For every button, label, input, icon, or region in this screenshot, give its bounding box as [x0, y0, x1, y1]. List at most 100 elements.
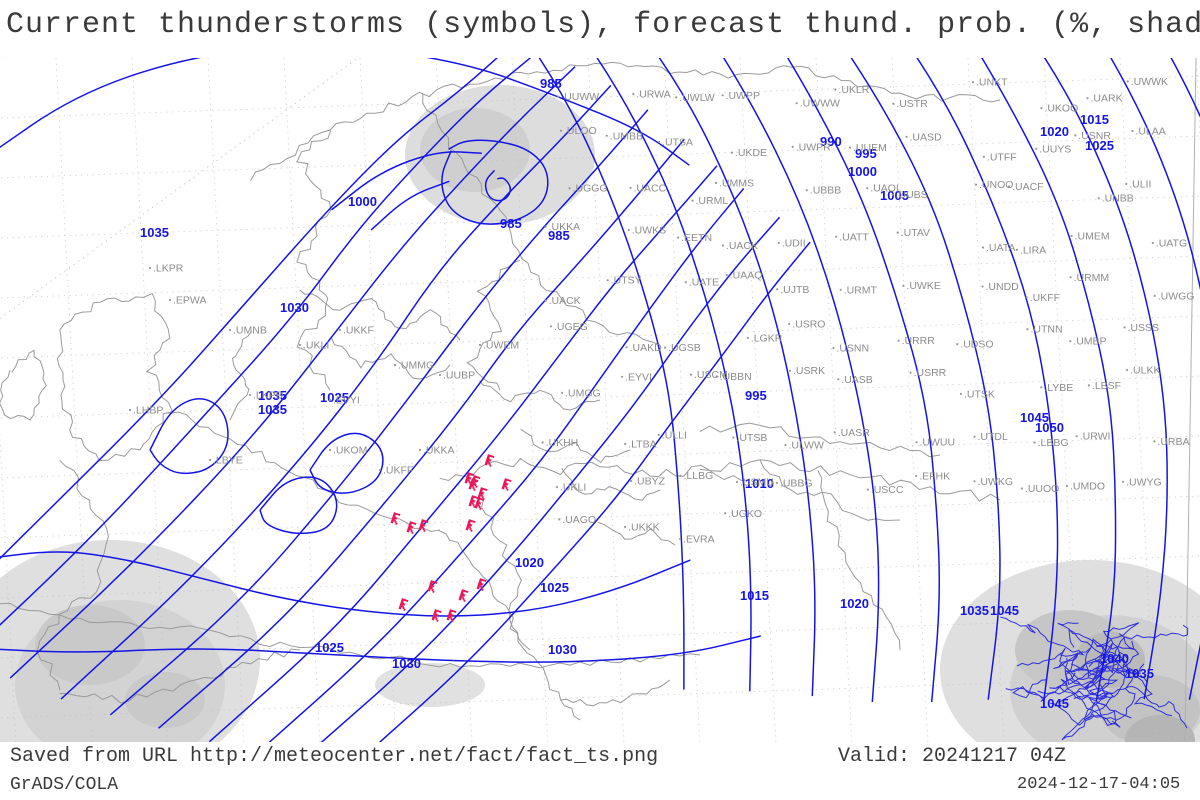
svg-text:.UARK: .UARK — [1091, 93, 1123, 105]
svg-text:.UKKA: .UKKA — [549, 221, 581, 233]
svg-text:1040: 1040 — [1100, 651, 1129, 666]
svg-text:.UWEM: .UWEM — [483, 340, 519, 352]
svg-text:.UACC: .UACC — [634, 182, 667, 194]
svg-text:.UATA: .UATA — [986, 242, 1015, 254]
svg-text:.ULKK: .ULKK — [1130, 365, 1160, 377]
svg-text:.UMEM: .UMEM — [1075, 231, 1110, 243]
svg-text:1000: 1000 — [348, 194, 377, 209]
svg-text:.EPWA: .EPWA — [173, 295, 206, 307]
svg-text:1035: 1035 — [140, 225, 169, 240]
svg-text:.UNKT: .UNKT — [976, 77, 1008, 89]
svg-text:.UKFF: .UKFF — [1030, 292, 1060, 304]
svg-text:.UDII: .UDII — [782, 238, 806, 250]
svg-text:.USRK: .USRK — [793, 365, 825, 377]
svg-text:.USRR: .USRR — [914, 367, 947, 379]
svg-text:1015: 1015 — [740, 588, 769, 603]
svg-text:.UMGG: .UMGG — [565, 387, 601, 399]
svg-text:.UGGG: .UGGG — [573, 183, 608, 195]
svg-text:.USRO: .USRO — [792, 318, 825, 330]
svg-text:.URML: .URML — [696, 195, 729, 207]
svg-text:.UMMG: .UMMG — [398, 360, 434, 372]
svg-text:.UKOM: .UKOM — [333, 445, 367, 457]
svg-text:.UUWW: .UUWW — [561, 91, 599, 103]
svg-text:.LHBP: .LHBP — [133, 405, 163, 417]
svg-text:.UKDE: .UKDE — [735, 147, 767, 159]
svg-text:1030: 1030 — [280, 300, 309, 315]
svg-text:.ULWW: .ULWW — [789, 440, 824, 452]
svg-text:.UKHH: .UKHH — [546, 437, 579, 449]
svg-text:.UKKF: .UKKF — [343, 325, 374, 337]
svg-text:.UKLR: .UKLR — [838, 84, 869, 96]
svg-text:.UASB: .UASB — [841, 374, 873, 386]
svg-text:.UWKG: .UWKG — [978, 476, 1014, 488]
svg-text:1020: 1020 — [515, 555, 544, 570]
svg-text:.EETN: .EETN — [681, 232, 712, 244]
svg-text:.ULOO: .ULOO — [564, 125, 597, 137]
svg-text:.UKKK: .UKKK — [628, 521, 660, 533]
svg-text:.UMDO: .UMDO — [1070, 481, 1105, 493]
svg-text:.UACF: .UACF — [1012, 181, 1044, 193]
svg-text:.UUEM: .UUEM — [853, 142, 887, 154]
svg-text:.EVRA: .EVRA — [683, 533, 715, 545]
svg-text:.USNN: .USNN — [836, 343, 869, 355]
svg-text:1050: 1050 — [1035, 420, 1064, 435]
svg-text:.UWPR: .UWPR — [796, 141, 831, 153]
svg-text:1030: 1030 — [392, 656, 421, 671]
svg-text:.UMBB: .UMBB — [610, 130, 643, 142]
svg-text:1000: 1000 — [848, 164, 877, 179]
svg-text:.UTDL: .UTDL — [978, 431, 1008, 443]
svg-text:.LYBE: .LYBE — [1044, 382, 1073, 394]
svg-text:.URWI: .URWI — [1080, 431, 1111, 443]
svg-text:.ULLI: .ULLI — [662, 429, 687, 441]
svg-text:.UNOO: .UNOO — [979, 179, 1013, 191]
svg-text:.UTSY: .UTSY — [611, 275, 642, 287]
svg-text:.UUYS: .UUYS — [1039, 143, 1071, 155]
svg-text:.UBBN: .UBBN — [720, 371, 752, 383]
svg-text:.UDSO: .UDSO — [960, 339, 993, 351]
svg-text:.UUBP: .UUBP — [443, 370, 475, 382]
svg-text:.UWKE: .UWKE — [906, 280, 940, 292]
svg-text:.UKKA: .UKKA — [423, 445, 455, 457]
svg-text:.LGKR: .LGKR — [751, 332, 783, 344]
svg-text:.UTSB: .UTSB — [736, 432, 767, 444]
svg-text:.UUBS: .UUBS — [896, 189, 928, 201]
svg-text:.ULAA: .ULAA — [1135, 126, 1165, 138]
svg-text:1035: 1035 — [1125, 666, 1154, 681]
svg-text:.UWLW: .UWLW — [679, 92, 714, 104]
svg-text:.UTNN: .UTNN — [1031, 324, 1063, 336]
svg-text:.EYVI: .EYVI — [625, 371, 652, 383]
svg-text:1025: 1025 — [315, 640, 344, 655]
svg-text:1020: 1020 — [1040, 124, 1069, 139]
svg-text:.UKOO: .UKOO — [1044, 103, 1078, 115]
svg-text:.UBBG: .UBBG — [780, 477, 813, 489]
svg-text:1035: 1035 — [960, 603, 989, 618]
svg-text:.LBBG: .LBBG — [1038, 437, 1069, 449]
svg-text:.UJTB: .UJTB — [780, 284, 809, 296]
svg-text:985: 985 — [540, 76, 562, 91]
svg-text:.UASD: .UASD — [910, 131, 943, 143]
svg-text:.URRR: .URRR — [902, 335, 936, 347]
svg-text:.LIRA: .LIRA — [1020, 244, 1046, 256]
svg-text:.UTFF: .UTFF — [987, 151, 1017, 163]
svg-text:.UWPP: .UWPP — [726, 90, 760, 102]
svg-text:.EVYI: .EVYI — [333, 395, 360, 407]
svg-text:.LTBA: .LTBA — [628, 439, 656, 451]
svg-text:.UATG: .UATG — [1156, 238, 1187, 250]
svg-text:.UWWK: .UWWK — [1131, 76, 1168, 88]
svg-text:.URBA: .URBA — [1157, 436, 1189, 448]
svg-text:.UNBB: .UNBB — [1102, 193, 1134, 205]
svg-text:.UNDD: .UNDD — [986, 281, 1020, 293]
svg-text:1035: 1035 — [258, 402, 287, 417]
svg-text:.UASR: .UASR — [838, 427, 871, 439]
svg-text:.URMT: .URMT — [844, 284, 878, 296]
svg-text:.UKLI: .UKLI — [560, 482, 586, 494]
svg-text:1015: 1015 — [1080, 112, 1109, 127]
svg-text:.EFHK: .EFHK — [919, 470, 950, 482]
svg-text:.UGEG: .UGEG — [554, 321, 588, 333]
svg-text:1020: 1020 — [840, 596, 869, 611]
svg-text:.UACK: .UACK — [549, 295, 581, 307]
svg-text:.ULII: .ULII — [1129, 178, 1151, 190]
svg-text:.UTAV: .UTAV — [901, 227, 930, 239]
svg-text:.UATT: .UATT — [839, 231, 869, 243]
svg-text:.UMMS: .UMMS — [719, 177, 754, 189]
